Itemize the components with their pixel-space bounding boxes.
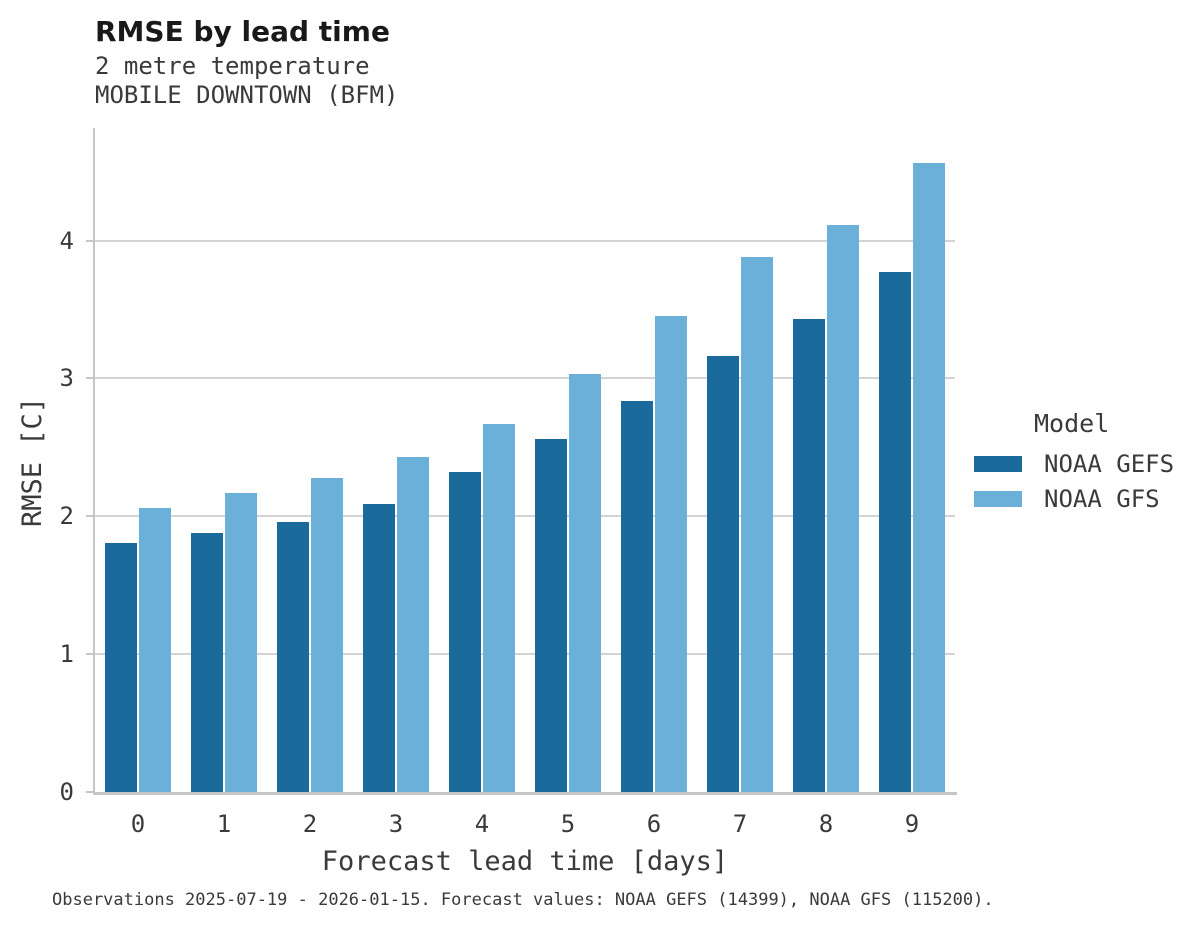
y-tick-mark-2 <box>86 515 93 518</box>
y-tick-mark-0 <box>86 791 93 793</box>
x-tick-label-6: 6 <box>646 810 662 838</box>
chart-subtitle-variable: 2 metre temperature <box>95 52 370 80</box>
y-tick-label-0: 0 <box>59 778 74 806</box>
bar-noaa-gefs-3 <box>363 504 395 792</box>
bar-noaa-gefs-5 <box>535 439 567 792</box>
legend-row-noaa-gefs: NOAA GEFS <box>974 446 1174 481</box>
gridline-3 <box>95 377 955 380</box>
bar-noaa-gfs-4 <box>483 424 515 792</box>
x-tick-label-3: 3 <box>388 810 404 838</box>
legend-row-noaa-gfs: NOAA GFS <box>974 481 1174 516</box>
gridline-4 <box>95 239 955 242</box>
bar-noaa-gfs-0 <box>139 508 171 792</box>
gridline-2 <box>95 515 955 518</box>
bar-noaa-gfs-9 <box>913 163 945 792</box>
x-tick-label-2: 2 <box>302 810 318 838</box>
chart-title: RMSE by lead time <box>95 15 390 48</box>
x-tick-label-4: 4 <box>474 810 490 838</box>
x-tick-label-1: 1 <box>216 810 232 838</box>
bar-noaa-gefs-1 <box>191 533 223 792</box>
x-tick-label-7: 7 <box>732 810 748 838</box>
x-axis-line <box>93 792 957 795</box>
y-tick-mark-1 <box>86 653 93 656</box>
bar-noaa-gfs-6 <box>655 316 687 792</box>
bar-noaa-gfs-3 <box>397 457 429 792</box>
chart-caption: Observations 2025-07-19 - 2026-01-15. Fo… <box>52 890 994 910</box>
bar-noaa-gefs-6 <box>621 401 653 792</box>
legend-title: Model <box>1034 409 1110 438</box>
bar-noaa-gefs-4 <box>449 472 481 792</box>
bar-noaa-gefs-2 <box>277 522 309 792</box>
gridline-1 <box>95 653 955 656</box>
legend-label-noaa-gfs: NOAA GFS <box>1044 484 1160 513</box>
y-axis-line <box>93 128 95 795</box>
y-tick-label-3: 3 <box>59 364 74 393</box>
legend-swatch-noaa-gfs <box>974 490 1022 507</box>
x-tick-label-9: 9 <box>904 810 920 838</box>
legend-label-noaa-gefs: NOAA GEFS <box>1044 449 1175 478</box>
bar-noaa-gefs-7 <box>707 356 739 792</box>
bar-noaa-gfs-1 <box>225 493 257 792</box>
y-tick-mark-3 <box>86 377 93 380</box>
bar-noaa-gfs-5 <box>569 374 601 792</box>
y-tick-label-1: 1 <box>59 640 74 669</box>
bar-noaa-gefs-8 <box>793 319 825 792</box>
y-tick-label-4: 4 <box>59 226 74 255</box>
x-tick-label-0: 0 <box>130 810 146 838</box>
x-tick-label-5: 5 <box>560 810 576 838</box>
y-tick-label-2: 2 <box>59 502 74 531</box>
x-axis-label: Forecast lead time [days] <box>321 846 729 877</box>
chart-subtitle-station: MOBILE DOWNTOWN (BFM) <box>95 81 399 109</box>
x-tick-label-8: 8 <box>818 810 834 838</box>
y-axis-label: RMSE [C] <box>17 396 48 528</box>
bar-noaa-gfs-8 <box>827 225 859 792</box>
legend-swatch-noaa-gefs <box>974 455 1022 472</box>
legend-entries: NOAA GEFS NOAA GFS <box>974 446 1174 516</box>
bar-noaa-gfs-7 <box>741 257 773 792</box>
bar-noaa-gefs-9 <box>879 272 911 792</box>
y-tick-mark-4 <box>86 239 93 242</box>
bar-noaa-gfs-2 <box>311 478 343 792</box>
bar-noaa-gefs-0 <box>105 543 137 792</box>
legend: Model NOAA GEFS NOAA GFS <box>974 410 1174 516</box>
